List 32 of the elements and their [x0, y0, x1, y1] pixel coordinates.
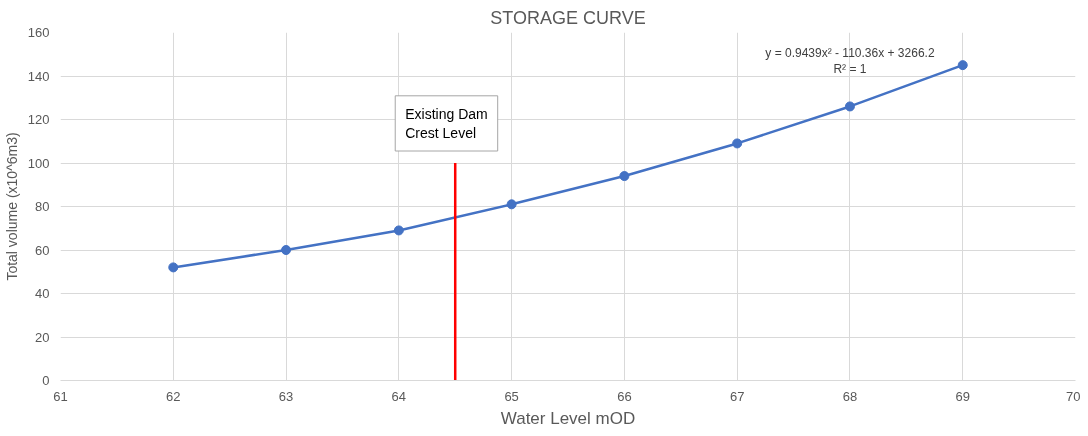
y-tick-label: 60 — [35, 242, 50, 258]
point — [619, 171, 630, 182]
y-tick-label: 120 — [27, 112, 50, 127]
y-tick-label: 40 — [35, 286, 50, 301]
x-tick-label: 65 — [504, 388, 519, 404]
y-tick-label: 100 — [27, 155, 50, 171]
chart-title: STORAGE CURVE — [490, 7, 646, 28]
annotation: Existing Dam Crest Level — [405, 105, 488, 141]
x-tick-label: 63 — [278, 388, 294, 404]
x-tick-label: 68 — [842, 388, 858, 404]
y-tick-label: 0 — [42, 373, 50, 388]
point — [957, 60, 968, 71]
x-tick-label: 67 — [729, 388, 745, 404]
y-tick-label: 160 — [27, 25, 50, 40]
point — [281, 245, 292, 255]
x-tick-label: 70 — [1066, 388, 1081, 404]
x-tick-label: 69 — [955, 388, 970, 404]
y-tick-label: 140 — [27, 68, 50, 84]
point — [506, 199, 517, 210]
y-tick-label: 80 — [35, 199, 50, 214]
y-tick-label: 20 — [35, 329, 50, 345]
x-tick-label: 61 — [53, 388, 68, 404]
point — [393, 225, 404, 236]
y-axis-title: Total volume (x10^6m3) — [3, 132, 20, 281]
point — [732, 138, 743, 149]
point — [168, 262, 179, 273]
x-tick-label: 66 — [617, 388, 632, 404]
x-tick-label: 62 — [166, 388, 181, 404]
x-tick-label: 64 — [391, 388, 407, 404]
point — [844, 101, 855, 112]
annotation: y = 0.9439x² - 110.36x + 3266.2 R² = 1 — [765, 45, 935, 77]
x-axis-title: Water Level mOD — [500, 408, 636, 428]
